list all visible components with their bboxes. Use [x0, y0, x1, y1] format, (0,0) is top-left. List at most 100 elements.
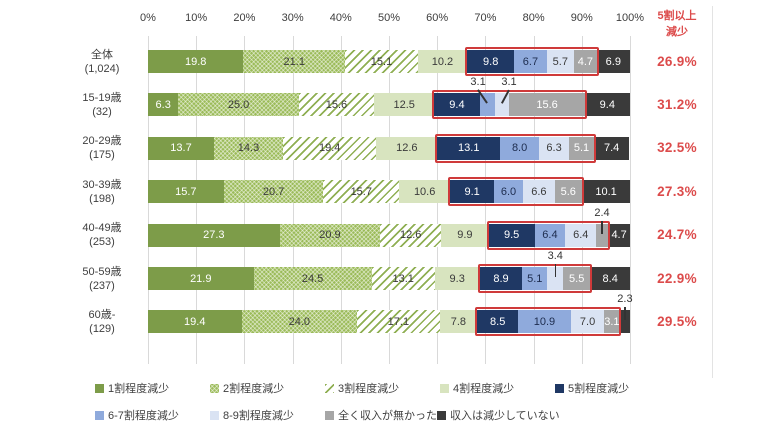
bar-segment: 8.0: [500, 136, 539, 160]
legend-label: 1割程度減少: [108, 383, 170, 395]
legend-item: 8-9割程度減少: [210, 407, 294, 423]
bar-segment: 19.4: [282, 136, 377, 160]
callout-value: 2.4: [594, 206, 610, 219]
segment-value: 5.5: [569, 272, 585, 285]
bar-segment: 20.9: [279, 223, 381, 247]
bar-segment: 10.1: [581, 180, 631, 204]
bar-segment: 24.5: [253, 267, 372, 290]
x-tick-label: 20%: [233, 12, 256, 24]
segment-value: 5.1: [573, 142, 590, 155]
segment-value: 24.5: [301, 272, 324, 285]
row-label: 50-59歳 (237): [58, 265, 146, 293]
bar-segment: [547, 267, 564, 290]
segment-value: 14.3: [237, 142, 260, 155]
callout-line: [554, 264, 557, 277]
segment-value: 25.0: [227, 98, 250, 111]
segment-value: 6.9: [605, 55, 621, 68]
bar-segment: 27.3: [148, 223, 280, 247]
segment-value: 10.6: [413, 185, 436, 198]
bar-segment: 24.0: [241, 310, 358, 334]
legend-item: 全く収入が無かった: [325, 407, 437, 423]
segment-value: 10.1: [595, 185, 617, 198]
segment-value: 10.9: [533, 315, 556, 328]
bar-segment: 12.6: [376, 136, 438, 160]
stacked-bar: 15.7 20.7 15.7 10.6 9.1 6.0 6.6 5.6 10.1: [148, 180, 631, 204]
callout-value: 2.3: [617, 293, 633, 306]
bar-segment: 4.7: [574, 50, 597, 73]
x-tick-label: 80%: [522, 12, 545, 24]
legend-item: 5割程度減少: [555, 380, 629, 396]
bar-segment: 15.6: [298, 93, 375, 117]
bar-segment: 12.6: [380, 223, 442, 247]
bar-segment: 6.3: [538, 136, 570, 160]
legend-label: 5割程度減少: [568, 383, 630, 395]
segment-value: 9.3: [449, 272, 465, 285]
row-label-count: (175): [89, 149, 115, 162]
row-label-text: 60歳-: [88, 308, 116, 321]
bar-segment: 9.9: [441, 223, 489, 247]
segment-value: 24.0: [288, 315, 311, 328]
legend-swatch: [95, 383, 104, 393]
legend-item: 6-7割程度減少: [95, 407, 179, 423]
x-tick-label: 60%: [426, 12, 449, 24]
segment-value: 6.6: [531, 185, 547, 198]
callout-value: 3.1: [470, 76, 486, 89]
segment-value: 19.4: [318, 142, 341, 155]
bar-segment: 8.5: [477, 310, 519, 334]
bar-segment: 9.3: [434, 267, 480, 290]
bar-segment: 25.0: [178, 93, 299, 117]
stacked-bar: 27.3 20.9 12.6 9.9 9.5 6.4 6.4 4.7: [148, 223, 631, 247]
segment-value: 20.9: [319, 229, 341, 242]
segment-value: 8.0: [511, 142, 528, 155]
segment-value: 27.3: [203, 229, 225, 242]
row-label: 20-29歳 (175): [58, 134, 146, 162]
segment-value: 6.7: [522, 55, 539, 68]
callout-line: [624, 307, 626, 321]
x-tick-label: 0%: [140, 12, 156, 24]
stacked-bar: 19.4 24.0 17.1 7.8 8.5 10.9 7.0 3.1: [148, 310, 631, 334]
row-label: 全体 (1,024): [58, 48, 146, 76]
highlight-percent-value: 27.3%: [657, 183, 697, 199]
legend-item: 1割程度減少: [95, 380, 169, 396]
bar-segment: 6.4: [534, 223, 566, 247]
stacked-bar: 13.7 14.3 19.4 12.6 13.1 8.0 6.3 5.1 7.4: [148, 136, 630, 160]
bar-segment: 5.1: [569, 136, 594, 160]
segment-value: 5.7: [552, 55, 568, 68]
row-label-text: 15-19歳: [82, 91, 122, 104]
bar-segment: 7.0: [570, 310, 605, 334]
highlight-percent-value: 26.9%: [657, 53, 697, 69]
segment-value: 7.8: [450, 315, 467, 328]
right-column-header-line2: 減少: [666, 26, 688, 38]
bar-segment: 6.0: [494, 180, 523, 204]
bar-segment: 6.7: [514, 50, 547, 73]
stacked-bar: 19.8 21.1 15.1 10.2 9.8 6.7 5.7 4.7 6.9: [148, 50, 630, 73]
segment-value: 21.9: [190, 272, 212, 285]
segment-value: 20.7: [262, 185, 285, 198]
bar-segment: 20.7: [223, 180, 324, 204]
x-tick-label: 10%: [185, 12, 208, 24]
segment-value: 5.6: [560, 185, 576, 198]
bar-segment: [596, 223, 608, 247]
legend-swatch: [325, 410, 334, 420]
legend-swatch: [210, 383, 219, 393]
bar-segment: 15.1: [345, 50, 418, 73]
highlight-percent-value: 22.9%: [657, 270, 697, 286]
bar-segment: 10.9: [518, 310, 571, 334]
bar-segment: 5.5: [563, 267, 590, 290]
segment-value: 9.9: [457, 229, 473, 242]
segment-value: 12.5: [393, 98, 415, 111]
legend-swatch: [437, 410, 446, 420]
legend-label: 6-7割程度減少: [108, 410, 179, 422]
stacked-bar: 21.9 24.5 13.1 9.3 8.9 5.1 5.5 8.4: [148, 267, 631, 290]
segment-value: 9.1: [464, 185, 480, 198]
legend-swatch: [95, 410, 104, 420]
bar-segment: 7.4: [593, 136, 630, 160]
row-label-count: (253): [89, 236, 115, 249]
right-column-header-line1: 5割以上: [657, 10, 697, 22]
segment-value: 6.4: [542, 229, 558, 242]
row-label-text: 40-49歳: [82, 222, 122, 235]
bar-segment: 6.3: [148, 93, 179, 117]
bar-segment: 12.5: [374, 93, 435, 117]
segment-value: 15.6: [325, 98, 348, 111]
